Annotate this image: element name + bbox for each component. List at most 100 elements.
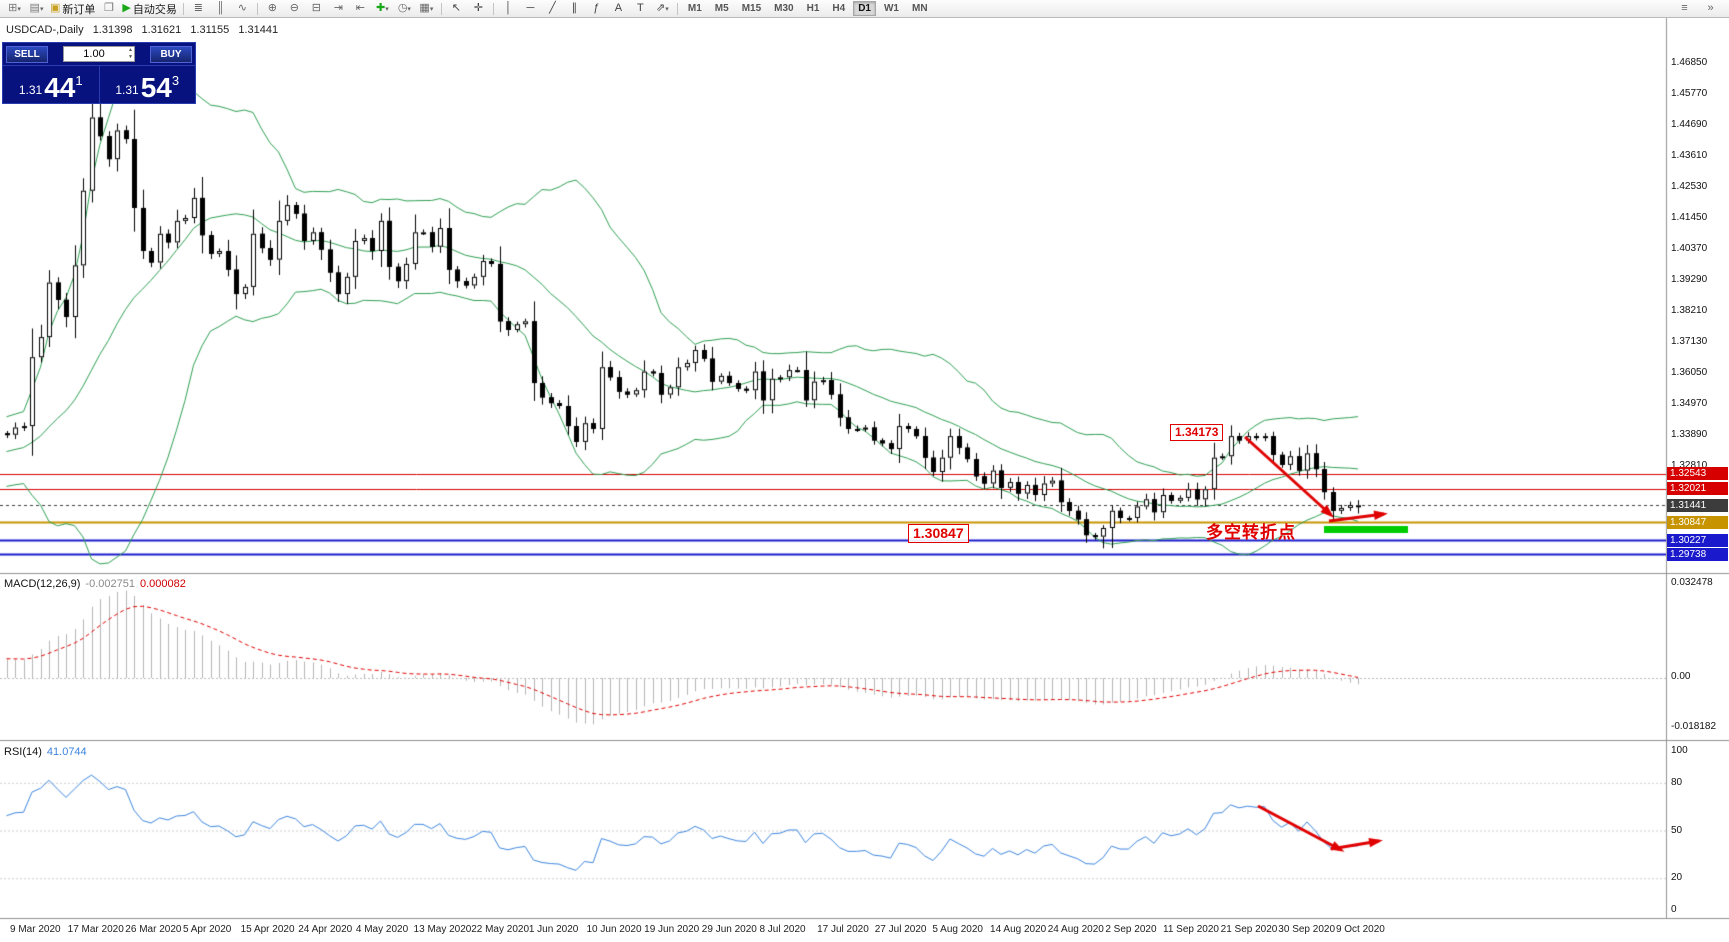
templates-icon: ▦: [419, 2, 430, 14]
support-price-annotation[interactable]: 1.30847: [908, 524, 969, 543]
autotrading-button: ▶: [122, 2, 131, 14]
time-axis-label: 26 Mar 2020: [125, 924, 182, 935]
profiles-icon: ▤: [29, 2, 40, 14]
new-chart-icon[interactable]: ⊞ ▾: [4, 1, 25, 17]
time-axis-label: 9 Oct 2020: [1335, 924, 1385, 935]
zoom-out-icon[interactable]: ⊖: [284, 1, 305, 17]
volume-spinner[interactable]: ▲ ▼: [128, 47, 133, 60]
time-axis-label: 9 Mar 2020: [10, 924, 61, 935]
text-label-icon: T: [637, 2, 644, 14]
time-axis-label: 29 Jun 2020: [701, 924, 757, 935]
trendline-icon: ╱: [549, 2, 556, 14]
ohlc-bars-icon[interactable]: ≣: [188, 1, 209, 17]
price-scale-label: 1.34970: [1671, 398, 1708, 409]
time-axis-label: 27 Jul 2020: [874, 924, 927, 935]
macd-main-value: -0.002751: [85, 578, 135, 590]
timeframe-button-d1[interactable]: D1: [853, 1, 876, 16]
buy-price-point: 3: [171, 73, 180, 88]
sell-price-display[interactable]: 1.31 44 1: [3, 66, 99, 103]
time-axis-label: 17 Jul 2020: [817, 924, 869, 935]
price-scale-label: 1.41450: [1671, 212, 1708, 223]
toolbar-menu-icon[interactable]: ≡: [1674, 1, 1695, 17]
new-order-button: ▣: [50, 2, 61, 14]
vertical-line-icon[interactable]: │: [498, 1, 519, 17]
tile-windows-icon[interactable]: ⊟: [306, 1, 327, 17]
crosshair-icon: ✛: [473, 2, 483, 14]
toolbar-overflow-icon[interactable]: »: [1700, 1, 1721, 17]
timeframe-button-m30[interactable]: M30: [774, 3, 794, 14]
trendline-icon[interactable]: ╱: [542, 1, 563, 17]
spinner-up-icon[interactable]: ▲: [128, 47, 133, 53]
time-axis-label: 10 Jun 2020: [586, 924, 642, 935]
buy-price-prefix: 1.31: [115, 83, 139, 97]
price-level-box: 1.31441: [1667, 498, 1728, 512]
line-chart-icon[interactable]: ∿: [232, 1, 253, 17]
sell-button[interactable]: SELL: [6, 45, 48, 63]
spinner-down-icon[interactable]: ▼: [128, 53, 133, 60]
profiles-icon[interactable]: ▤ ▾: [26, 1, 47, 17]
chart-shift-icon[interactable]: ⇤: [350, 1, 371, 17]
auto-scroll-icon[interactable]: ⇥: [328, 1, 349, 17]
macd-scale-label: 0.00: [1671, 671, 1691, 682]
arrows-tool-icon[interactable]: ⇗ ▾: [652, 1, 673, 17]
toolbar-separator: [256, 2, 258, 15]
turning-point-annotation[interactable]: 多空转折点: [1206, 523, 1296, 542]
timeframe-button-w1[interactable]: W1: [883, 3, 899, 14]
toolbar-overflow-icon: »: [1707, 2, 1714, 14]
text-icon[interactable]: A: [608, 1, 629, 17]
price-scale-label: 1.45770: [1671, 88, 1708, 99]
new-order-button[interactable]: ▣ 新订单: [48, 1, 97, 17]
timeframe-button-m15[interactable]: M15: [741, 3, 762, 14]
price-divider: [98, 66, 100, 103]
toolbar-right-group: ≡»: [1674, 1, 1725, 17]
toolbar-separator: [676, 2, 678, 15]
crosshair-icon[interactable]: ✛: [468, 1, 489, 17]
volume-input[interactable]: 1.00 ▲ ▼: [63, 46, 135, 62]
text-label-icon[interactable]: T: [630, 1, 651, 17]
periods-icon: ◷: [397, 2, 408, 14]
equidistant-channel-icon[interactable]: ∥: [564, 1, 585, 17]
indicators-icon[interactable]: ✚ ▾: [372, 1, 393, 17]
arrows-tool-icon: ⇗: [656, 2, 666, 14]
price-level-box: 1.32021: [1667, 482, 1728, 496]
cursor-icon: ↖: [451, 2, 461, 14]
rsi-scale-label: 80: [1671, 776, 1683, 788]
time-axis-label: 13 May 2020: [413, 924, 472, 935]
peak-price-annotation[interactable]: 1.34173: [1170, 424, 1224, 441]
timeframe-button-h4[interactable]: H4: [832, 3, 846, 14]
auto-scroll-icon: ⇥: [333, 2, 343, 14]
price-scale-label: 1.43610: [1671, 150, 1708, 161]
fibonacci-icon[interactable]: ƒ: [586, 1, 607, 17]
rsi-label: RSI(14): [4, 746, 42, 758]
timeframe-button-m5[interactable]: M5: [714, 3, 729, 14]
tile-windows-icon: ⊟: [311, 2, 321, 14]
macd-readout: MACD(12,26,9) -0.002751 0.000082: [4, 578, 186, 590]
timeframe-button-mn[interactable]: MN: [911, 3, 928, 14]
ohlc-low: 1.31155: [190, 24, 230, 36]
price-scale-label: 1.40370: [1671, 243, 1708, 254]
price-scale-label: 1.33890: [1671, 429, 1708, 440]
autotrading-button[interactable]: ▶ 自动交易: [120, 1, 178, 17]
toolbar-menu-icon: ≡: [1681, 2, 1688, 14]
timeframe-button-m1[interactable]: M1: [687, 3, 702, 14]
time-axis-label: 11 Sep 2020: [1163, 924, 1219, 935]
time-axis-label: 5 Apr 2020: [182, 924, 232, 935]
zoom-in-icon: ⊕: [267, 2, 277, 14]
price-level-box: 1.30227: [1667, 533, 1728, 547]
price-level-box: 1.32543: [1667, 467, 1728, 481]
buy-button[interactable]: BUY: [150, 45, 192, 63]
buy-price-display[interactable]: 1.31 54 3: [100, 66, 196, 103]
cursor-icon[interactable]: ↖: [446, 1, 467, 17]
chart-cascade-icon: ❐: [103, 2, 114, 14]
new-order-button-label: 新订单: [62, 3, 96, 16]
zoom-in-icon[interactable]: ⊕: [262, 1, 283, 17]
candlestick-chart-icon[interactable]: ║: [210, 1, 231, 17]
periods-icon[interactable]: ◷ ▾: [394, 1, 415, 17]
templates-icon[interactable]: ▦ ▾: [416, 1, 437, 17]
chart-cascade-icon[interactable]: ❐: [98, 1, 119, 17]
time-axis-label: 2 Sep 2020: [1105, 924, 1157, 935]
horizontal-line-icon[interactable]: ─: [520, 1, 541, 17]
timeframe-button-h1[interactable]: H1: [806, 3, 820, 14]
symbol-period-label: USDCAD-,Daily: [6, 24, 84, 36]
